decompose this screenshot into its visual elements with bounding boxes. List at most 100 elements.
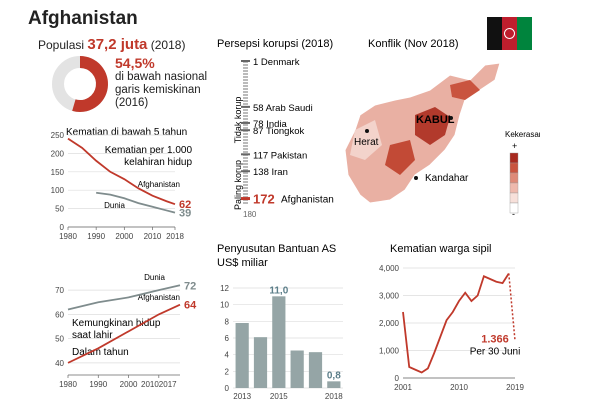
chart1-legend-dunia: Dunia [104, 201, 125, 210]
bar-2013 [235, 323, 249, 388]
scale-tick [243, 103, 248, 105]
legend-swatch [509, 202, 519, 214]
scale-tick [243, 202, 248, 204]
scale-tick [243, 70, 248, 72]
scale-tick [243, 67, 248, 69]
life-expectancy-chart: Dunia Afghanistan Kemungkinan hidup saat… [55, 273, 197, 389]
under5-mortality-chart: Kematian di bawah 5 tahun Kematian per 1… [51, 127, 193, 241]
rank-label: 58 Arab Saudi [253, 103, 313, 114]
legend-minus: - [512, 209, 515, 219]
y-tick-label: 40 [55, 359, 64, 368]
x-tick-label: 20102017 [141, 380, 177, 389]
civ-line [402, 273, 510, 374]
scale-tick [243, 145, 248, 147]
y-tick-label: 100 [51, 186, 65, 195]
scale-tick [243, 112, 248, 114]
herat-dot [365, 129, 369, 133]
scale-tick [243, 166, 248, 168]
aid-label-peak: 11,0 [269, 285, 288, 296]
scale-tick [243, 115, 248, 117]
scale-tick [243, 184, 248, 186]
x-tick-label: 2000 [115, 232, 133, 241]
chart2-title-2: saat lahir [72, 330, 113, 341]
scale-tick [243, 139, 248, 141]
rank-label: 138 Iran [253, 167, 288, 178]
y-tick-label: 3,000 [379, 292, 400, 301]
scale-tick [243, 82, 248, 84]
scale-tick [243, 181, 248, 183]
scale-tick [243, 193, 248, 195]
scale-tick [243, 142, 248, 144]
end-label-afghanistan: 64 [184, 300, 197, 312]
scale-tick [243, 97, 248, 99]
x-tick-label: 1990 [89, 380, 107, 389]
y-tick-label: 150 [51, 168, 65, 177]
rank-label: 1 Denmark [253, 57, 300, 68]
y-tick-label: 8 [225, 317, 230, 326]
poverty-text-3: (2016) [115, 97, 149, 109]
scale-tick [243, 79, 248, 81]
civ-line-partial [508, 273, 516, 341]
scale-tick [243, 178, 248, 180]
flag [487, 17, 532, 50]
poverty-percent: 54,5% [115, 55, 155, 71]
y-tick-label: 2 [225, 367, 230, 376]
bar-2014 [253, 337, 268, 388]
y-tick-label: 1,000 [379, 347, 400, 356]
legend-swatch [509, 172, 519, 184]
scale-tick [243, 151, 248, 153]
x-tick-label: 1980 [59, 380, 77, 389]
chart2-legend-afghanistan: Afghanistan [138, 293, 180, 302]
map-region-mid [450, 80, 480, 100]
map-region-dark-2 [385, 140, 415, 175]
end-label-afghanistan: 62 [179, 199, 191, 211]
y-tick-label: 2,000 [379, 319, 400, 328]
chart1-title: Kematian di bawah 5 tahun [66, 127, 187, 138]
scale-tick [243, 94, 248, 96]
chart1-subtitle-2: kelahiran hidup [124, 157, 192, 168]
y-tick-label: 4,000 [379, 264, 400, 273]
legend-title: Kekerasan [505, 130, 540, 139]
rank-label: 117 Pakistan [253, 150, 307, 161]
scale-tick [243, 124, 248, 126]
y-tick-label: 0 [395, 374, 400, 383]
y-tick-label: 250 [51, 131, 65, 140]
scale-tick [243, 118, 248, 120]
x-tick-label: 1980 [59, 232, 77, 241]
scale-tick [243, 136, 248, 138]
series-line-afghanistan [67, 137, 176, 206]
aid-label-last: 0,8 [327, 370, 341, 381]
flag-stripe-black [487, 17, 502, 50]
civilian-deaths-chart: Kematian warga sipil 0 1,000 2,000 3,000 4,0… [379, 243, 524, 392]
population-year: (2018) [150, 38, 186, 52]
y-tick-label: 10 [220, 301, 229, 310]
rank-marker [241, 129, 250, 132]
scale-tick [243, 196, 248, 198]
y-tick-label: 4 [225, 351, 230, 360]
population-line: Populasi 37,2 juta (2018) [38, 36, 185, 53]
poverty-text-2: garis kemiskinan [115, 84, 201, 96]
afghanistan-rank-label: Afghanistan [281, 195, 334, 206]
rank-marker [241, 121, 250, 124]
scale-tick [243, 127, 248, 129]
scale-tick [243, 133, 248, 135]
rank-marker-highlight [241, 197, 250, 201]
population-label: Populasi [38, 38, 85, 52]
civ-annotation-text: Per 30 Juni [470, 346, 521, 357]
x-tick-label: 2013 [233, 392, 251, 400]
chart2-legend-dunia: Dunia [144, 273, 165, 282]
legend-plus: + [512, 141, 517, 151]
map-region-dark-1 [415, 107, 450, 145]
x-tick-label: 2015 [270, 392, 288, 400]
x-tick-label: 2018 [166, 232, 184, 241]
map-title: Konflik (Nov 2018) [368, 38, 459, 50]
y-tick-label: 50 [55, 335, 64, 344]
legend-swatch [509, 182, 519, 194]
y-tick-label: 0 [225, 384, 230, 393]
civ-title: Kematian warga sipil [390, 243, 492, 255]
scale-tick [243, 163, 248, 165]
kabul-label: KABUL [416, 114, 455, 126]
scale-tick [243, 85, 248, 87]
scale-tick [243, 157, 248, 159]
rank-label: 78 India [253, 119, 288, 130]
